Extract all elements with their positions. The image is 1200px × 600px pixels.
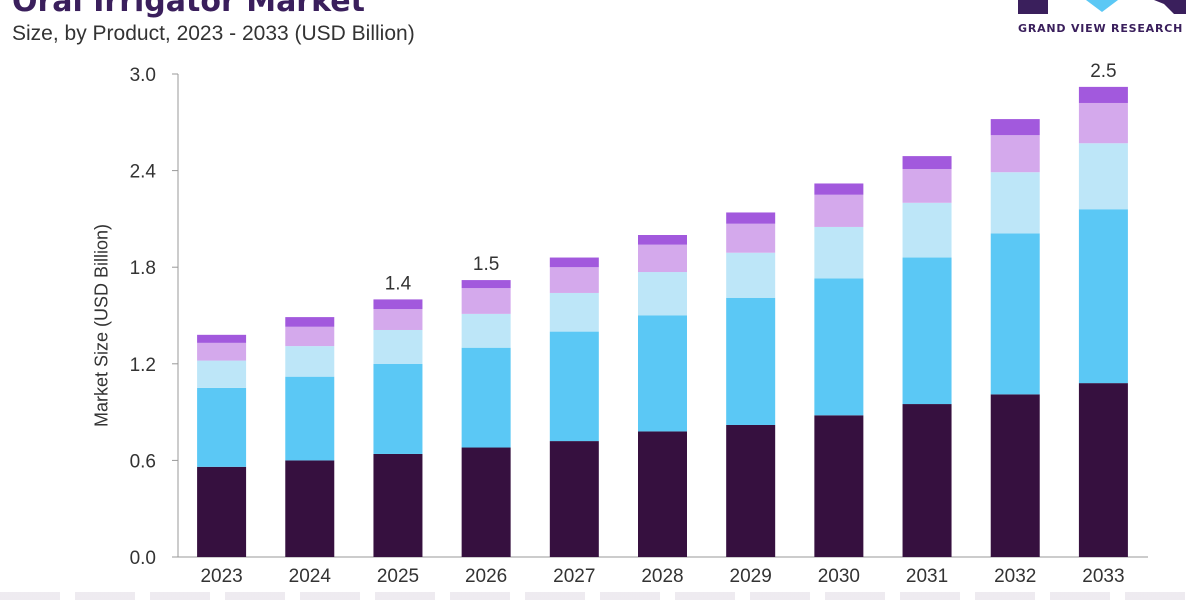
bar-segment — [373, 453, 423, 557]
bar-segment — [814, 226, 864, 279]
bar-segment — [726, 252, 776, 298]
bar-segment — [461, 280, 511, 289]
bar-segment — [461, 347, 511, 448]
brand-logo — [1018, 0, 1186, 14]
bar-segment — [197, 334, 247, 343]
bar-segment — [638, 272, 687, 316]
x-tick-label: 2026 — [465, 566, 507, 587]
bar-segment — [549, 441, 599, 557]
bar-segment — [285, 326, 335, 347]
bar-segment — [814, 278, 864, 416]
bar-segment — [197, 342, 247, 361]
bar-segment — [461, 447, 511, 557]
bar-segment — [638, 235, 687, 245]
data-label: 1.4 — [385, 273, 412, 294]
y-tick-label: 0.0 — [130, 548, 156, 569]
logo-mark-right — [1154, 0, 1186, 14]
data-label: 1.5 — [473, 254, 499, 275]
bar-segment — [197, 360, 247, 388]
bar-segment — [902, 202, 952, 258]
bar-segment — [549, 267, 599, 293]
bar-segment — [1078, 209, 1128, 384]
x-tick-label: 2028 — [641, 566, 683, 587]
bar-segment — [902, 404, 952, 557]
bars — [197, 86, 1128, 557]
bar-segment — [638, 431, 687, 557]
bar-segment — [373, 329, 423, 364]
bar-segment — [373, 309, 423, 330]
bar-segment — [285, 317, 335, 327]
bar-segment — [902, 156, 952, 169]
data-label: 2.5 — [1090, 61, 1116, 82]
bar-segment — [902, 257, 952, 405]
bar-segment — [285, 346, 335, 377]
chart-subtitle: Size, by Product, 2023 - 2033 (USD Billi… — [12, 22, 415, 45]
bar-segment — [902, 168, 952, 203]
bar-segment — [373, 363, 423, 454]
data-labels: 1.4 1.5 2.5 — [385, 61, 1117, 295]
source-footnote — [0, 592, 1200, 600]
y-tick-label: 0.6 — [130, 451, 156, 472]
bar-segment — [990, 233, 1040, 395]
bar-segment — [814, 415, 864, 557]
bar-segment — [373, 299, 423, 310]
chart-title: Oral Irrigator Market — [12, 0, 365, 19]
bar-segment — [990, 135, 1040, 173]
x-tick-label: 2027 — [553, 566, 595, 587]
bar-segment — [1078, 102, 1128, 144]
bar-segment — [814, 194, 864, 227]
bar-segment — [461, 288, 511, 314]
bar-segment — [726, 223, 776, 253]
bar-segment — [990, 394, 1040, 557]
bar-segment — [1078, 383, 1128, 557]
logo-mark-diamond — [1086, 0, 1118, 12]
bar-segment — [990, 172, 1040, 234]
bar-segment — [726, 297, 776, 425]
bar-segment — [549, 257, 599, 268]
logo-mark-left — [1018, 0, 1048, 14]
x-tick-label: 2025 — [377, 566, 419, 587]
bar-segment — [638, 315, 687, 432]
bar-segment — [197, 387, 247, 467]
bar-segment — [726, 424, 776, 557]
bar-segment — [990, 119, 1040, 136]
x-tick-label: 2023 — [200, 566, 242, 587]
bar-segment — [726, 212, 776, 224]
bar-segment — [197, 466, 247, 557]
bar-segment — [638, 244, 687, 273]
y-tick-label: 1.8 — [130, 258, 156, 279]
bar-segment — [549, 292, 599, 332]
x-tick-label: 2033 — [1082, 566, 1124, 587]
bar-segment — [461, 313, 511, 348]
bar-segment — [549, 331, 599, 442]
x-tick-label: 2031 — [906, 566, 948, 587]
bar-segment — [285, 376, 335, 461]
x-tick-label: 2029 — [730, 566, 772, 587]
logo-text: GRAND VIEW RESEARCH — [1018, 22, 1184, 35]
bar-segment — [285, 460, 335, 557]
bar-segment — [1078, 143, 1128, 210]
bar-segment — [814, 183, 864, 195]
y-tick-label: 2.4 — [130, 162, 157, 183]
x-tick-label: 2030 — [818, 566, 860, 587]
x-tick-label: 2024 — [289, 566, 332, 587]
y-tick-label: 3.0 — [130, 65, 156, 86]
y-tick-label: 1.2 — [130, 355, 156, 376]
bar-segment — [1078, 86, 1128, 103]
x-tick-label: 2032 — [994, 566, 1036, 587]
